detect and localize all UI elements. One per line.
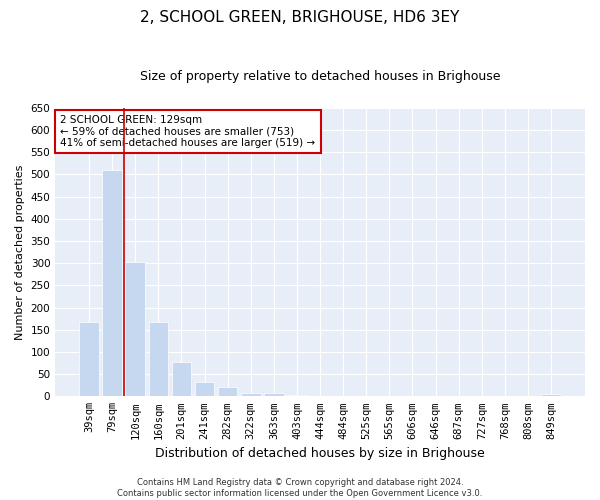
Bar (287, 394, 307, 396)
Bar (79, 322, 99, 396)
Bar (218, 388, 238, 396)
Bar (103, 170, 122, 396)
Text: 2, SCHOOL GREEN, BRIGHOUSE, HD6 3EY: 2, SCHOOL GREEN, BRIGHOUSE, HD6 3EY (140, 10, 460, 25)
Bar (264, 393, 284, 396)
Bar (125, 262, 145, 396)
X-axis label: Distribution of detached houses by size in Brighouse: Distribution of detached houses by size … (155, 447, 485, 460)
Bar (241, 393, 260, 396)
Bar (149, 322, 168, 396)
Text: 2 SCHOOL GREEN: 129sqm
← 59% of detached houses are smaller (753)
41% of semi-de: 2 SCHOOL GREEN: 129sqm ← 59% of detached… (61, 115, 316, 148)
Bar (172, 362, 191, 396)
Y-axis label: Number of detached properties: Number of detached properties (15, 164, 25, 340)
Bar (541, 394, 561, 396)
Text: Contains HM Land Registry data © Crown copyright and database right 2024.
Contai: Contains HM Land Registry data © Crown c… (118, 478, 482, 498)
Title: Size of property relative to detached houses in Brighouse: Size of property relative to detached ho… (140, 70, 500, 83)
Bar (195, 382, 214, 396)
